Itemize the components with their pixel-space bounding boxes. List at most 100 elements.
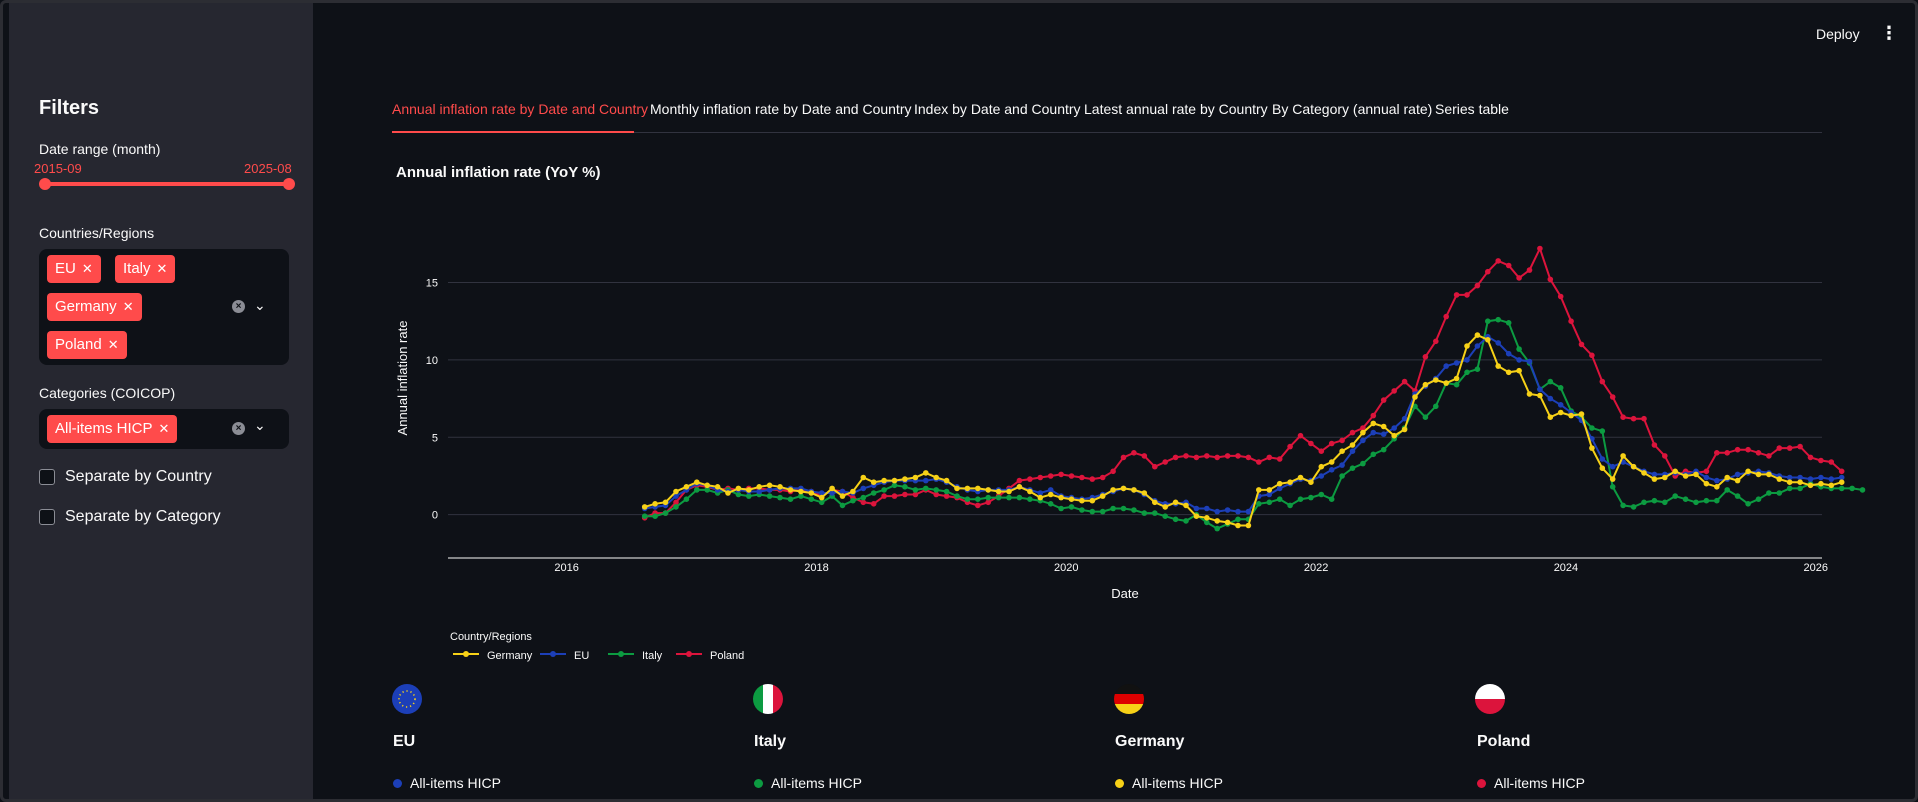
data-point [923,487,929,493]
data-point [1734,471,1741,478]
data-point [1422,414,1429,421]
data-point [1485,337,1491,343]
data-point [1401,426,1408,433]
country-tag-italy[interactable]: Italy ✕ [115,255,176,283]
categories-multiselect[interactable]: All-items HICP ✕ × ⌄ [39,409,289,449]
data-point [902,484,908,490]
checkbox-box[interactable] [39,509,55,525]
data-point [1516,346,1522,352]
clear-all-icon[interactable]: × [232,422,245,435]
data-point [1235,516,1241,523]
data-point [850,494,856,501]
chevron-down-icon[interactable]: ⌄ [254,417,266,433]
remove-tag-icon[interactable]: ✕ [158,421,170,436]
data-point [1422,354,1429,360]
clear-all-icon[interactable]: × [232,300,245,313]
data-point [1318,473,1325,479]
remove-tag-icon[interactable]: ✕ [81,261,93,276]
data-point [1485,333,1491,340]
category-tag-all-items[interactable]: All-items HICP ✕ [47,415,178,443]
data-point [1766,471,1772,478]
data-point [1037,494,1044,501]
data-point [1651,471,1658,478]
data-point [1526,358,1533,365]
deploy-button[interactable]: Deploy [1816,26,1860,42]
x-tick-label: 2020 [1054,562,1078,574]
countries-multiselect[interactable]: EU ✕ Italy ✕ Germany ✕ Poland ✕ × ⌄ [39,249,289,365]
data-point [902,476,908,482]
data-point [1391,432,1397,439]
data-point [1474,366,1481,373]
data-point [1537,386,1543,393]
data-point [1620,502,1626,509]
x-tick-label: 2022 [1304,562,1328,574]
data-point [787,485,794,492]
data-point [683,496,690,503]
data-point [662,510,669,516]
data-point [641,504,648,510]
country-tag-eu[interactable]: EU ✕ [47,255,101,283]
tab-series-table[interactable]: Series table [1435,101,1509,117]
country-tag-germany[interactable]: Germany ✕ [47,293,142,321]
data-point [1339,473,1345,479]
data-point [1818,480,1824,487]
data-point [1433,403,1439,410]
data-point [1318,463,1325,470]
data-point [1838,468,1845,475]
data-point [1724,474,1730,481]
data-point [1557,385,1564,391]
data-point [1786,479,1793,486]
data-point [1276,480,1283,487]
checkbox-label: Separate by Category [65,508,221,525]
country-tag-poland[interactable]: Poland ✕ [47,331,127,359]
data-point [766,487,773,493]
data-point [1693,470,1699,476]
tab-by-category[interactable]: By Category (annual rate) [1272,101,1433,117]
series-germany [641,332,1845,529]
data-point [860,474,867,481]
tab-annual-inflation[interactable]: Annual inflation rate by Date and Countr… [392,101,649,117]
tab-index[interactable]: Index by Date and Country [914,101,1081,117]
data-point [818,490,825,496]
separate-by-category-checkbox[interactable]: Separate by Category [39,508,221,526]
date-range-start-handle[interactable] [39,178,51,190]
data-point [756,491,762,498]
data-point [1734,446,1741,453]
remove-tag-icon[interactable]: ✕ [156,261,168,276]
x-tick-label: 2016 [554,562,578,574]
checkbox-box[interactable] [39,469,55,485]
data-point [1256,493,1262,499]
separate-by-country-checkbox[interactable]: Separate by Country [39,468,212,486]
data-point [1224,521,1231,527]
remove-tag-icon[interactable]: ✕ [107,337,119,352]
data-point [1776,476,1783,482]
data-point [704,482,710,489]
data-point [652,513,658,519]
tab-latest-annual[interactable]: Latest annual rate by Country [1084,101,1268,117]
data-point [1193,454,1200,461]
data-point [704,487,710,493]
kebab-menu-icon[interactable]: ⋮ [1880,23,1898,43]
data-point [1807,454,1814,461]
data-point [798,488,804,495]
data-point [1495,316,1501,323]
y-tick-label: 0 [432,510,438,522]
date-range-end-handle[interactable] [283,178,295,190]
data-point [1818,474,1824,481]
data-point [735,491,742,498]
remove-tag-icon[interactable]: ✕ [122,299,134,314]
data-point [1172,501,1179,507]
data-point [850,488,856,495]
data-point [1131,450,1137,456]
chevron-down-icon[interactable]: ⌄ [254,297,266,313]
data-point [1776,445,1783,451]
data-point [1453,381,1460,388]
data-point [694,479,700,486]
date-range-track[interactable] [45,182,289,186]
data-point [725,487,731,493]
data-point [746,488,752,495]
data-point [1120,505,1127,512]
data-point [912,491,919,498]
tab-monthly-inflation[interactable]: Monthly inflation rate by Date and Count… [650,101,912,117]
data-point [1339,462,1345,468]
